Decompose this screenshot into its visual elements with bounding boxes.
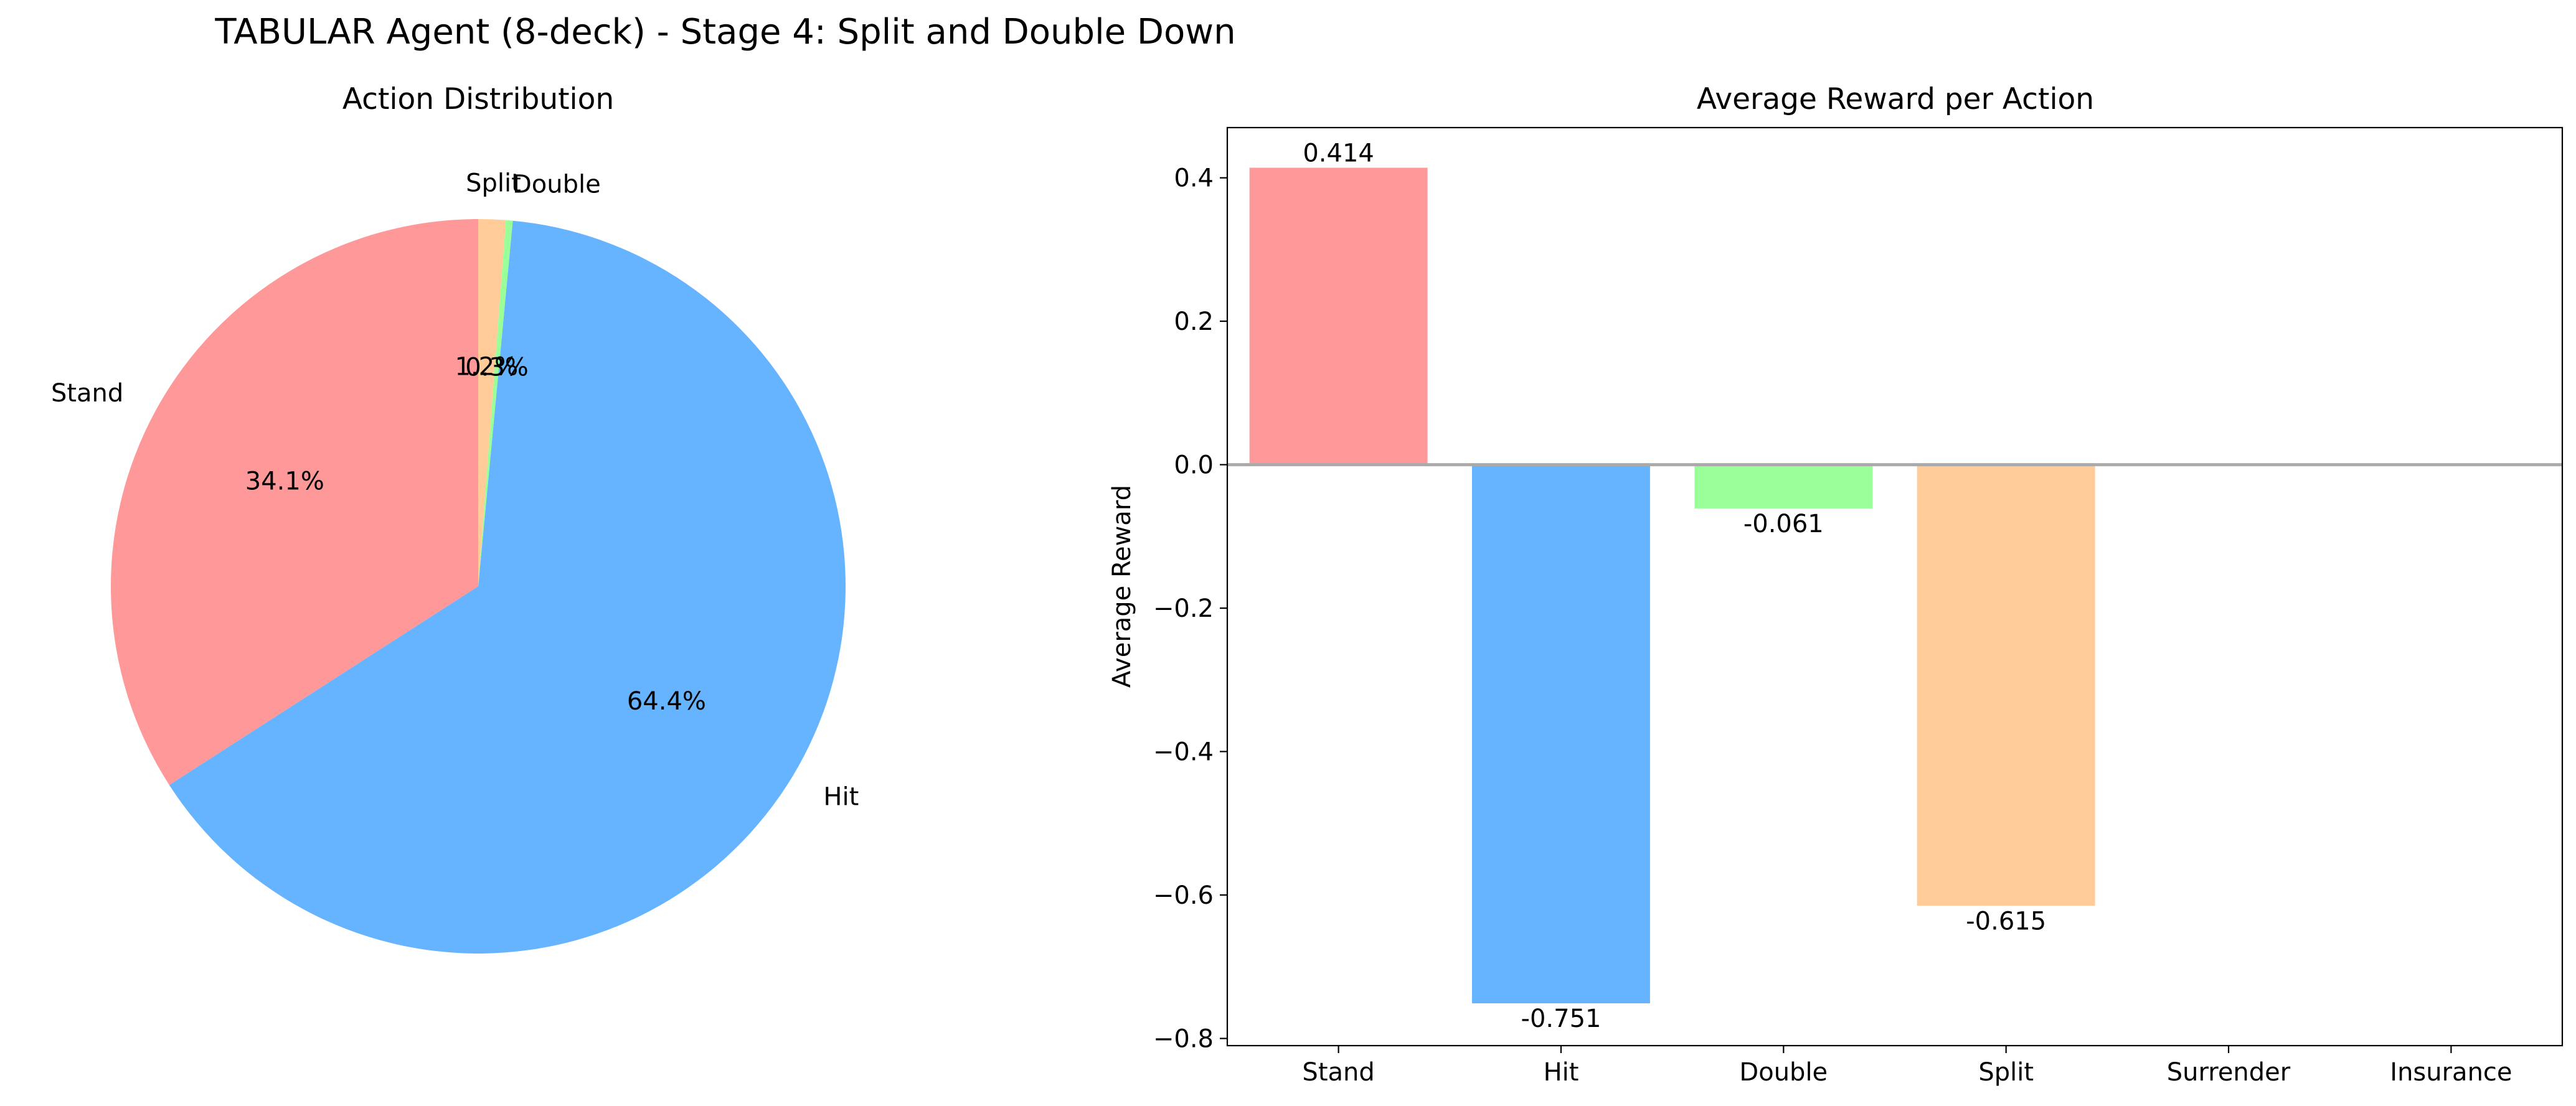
x-tick-label-insurance: Insurance xyxy=(2390,1058,2512,1087)
y-tick-label: 0.0 xyxy=(1174,451,1214,480)
x-tick-label-stand: Stand xyxy=(1302,1058,1374,1087)
pie-slice-split xyxy=(478,219,506,586)
pie-slices xyxy=(110,219,846,954)
bar-chart: Average Reward per Action −0.8−0.6−0.4−0… xyxy=(1108,82,2564,1087)
y-tick-label: 0.4 xyxy=(1174,164,1214,193)
y-axis: −0.8 −0.6 −0.4 −0.2 0.0 0.2 0.4 xyxy=(1153,164,1227,1054)
plot-frame xyxy=(1226,126,2564,1047)
y-tick-label: −0.2 xyxy=(1153,594,1214,623)
figure-title: TABULAR Agent (8-deck) - Stage 4: Split … xyxy=(214,12,1235,52)
y-tick-label: 0.2 xyxy=(1174,307,1214,336)
pie-slice-double xyxy=(478,220,513,586)
pie-title: Action Distribution xyxy=(342,82,614,116)
x-axis: Stand Hit Double Split Surrender Insurance xyxy=(1302,1046,2512,1087)
pie-pct-label-split: 1.2% xyxy=(455,352,518,381)
bar-title: Average Reward per Action xyxy=(1697,82,2094,116)
bar-series xyxy=(1249,167,2095,1003)
pie-label-stand: Stand xyxy=(51,379,123,408)
bar-split xyxy=(1917,464,2095,906)
x-tick-label-surrender: Surrender xyxy=(2167,1058,2291,1087)
pie-pct-label-stand: 34.1% xyxy=(245,467,324,495)
pie-chart: Action Distribution Stand 34.1% Hit 64.4% Do… xyxy=(51,82,859,954)
y-axis-label: Average Reward xyxy=(1108,485,1136,688)
bar-hit xyxy=(1472,464,1650,1003)
pie-label-double: Double xyxy=(512,170,601,199)
pie-pct-label-double: 0.3% xyxy=(465,353,529,382)
value-label-double: -0.061 xyxy=(1743,510,1824,538)
value-label-stand: 0.414 xyxy=(1303,139,1374,168)
y-tick-label: −0.4 xyxy=(1153,738,1214,767)
x-tick-label-double: Double xyxy=(1739,1058,1828,1087)
bar-double xyxy=(1694,464,1873,508)
pie-labels: Stand 34.1% Hit 64.4% Double 0.3% Split 1.2% xyxy=(51,169,859,812)
value-label-split: -0.615 xyxy=(1966,907,2046,935)
bar-value-labels: 0.414 -0.751 -0.061 -0.615 xyxy=(1303,139,2046,1034)
pie-label-split: Split xyxy=(466,169,521,198)
x-tick-label-split: Split xyxy=(1978,1058,2034,1087)
y-tick-label: −0.6 xyxy=(1153,881,1214,910)
y-tick-label: −0.8 xyxy=(1153,1025,1214,1054)
pie-label-hit: Hit xyxy=(823,782,859,811)
bar-stand xyxy=(1249,167,1428,465)
x-tick-label-hit: Hit xyxy=(1544,1058,1579,1087)
pie-pct-label-hit: 64.4% xyxy=(627,687,706,716)
pie-slice-hit xyxy=(169,220,846,954)
value-label-hit: -0.751 xyxy=(1521,1005,1602,1033)
pie-slice-stand xyxy=(110,219,479,785)
